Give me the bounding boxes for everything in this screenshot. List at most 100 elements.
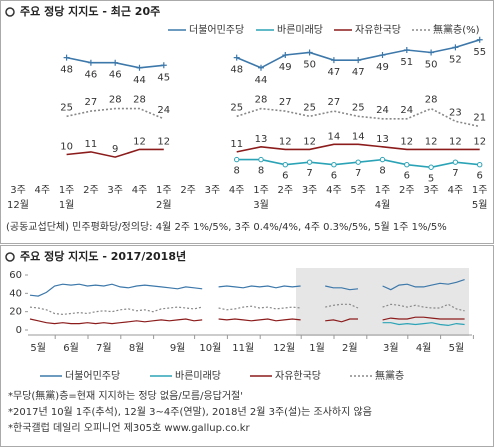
marker <box>258 64 264 71</box>
value-label: 49 <box>279 62 292 73</box>
value-label: 7 <box>355 168 361 179</box>
value-label: 46 <box>85 70 98 81</box>
series-line <box>382 322 465 327</box>
marker <box>476 36 483 43</box>
value-label: 11 <box>85 139 98 150</box>
x-tick-label: 11월 <box>232 342 254 354</box>
value-label: 6 <box>404 171 410 182</box>
legend-label: 자유한국당 <box>355 24 401 36</box>
marker <box>282 162 288 168</box>
marker <box>355 57 362 64</box>
chart-title: 주요 정당 지지도 - 2017/2018년 <box>20 249 186 263</box>
value-label: 7 <box>306 168 312 179</box>
value-label: 47 <box>352 67 365 78</box>
value-label: 12 <box>157 136 170 147</box>
value-label: 7 <box>452 168 458 179</box>
x-tick-label: 9월 <box>170 342 186 354</box>
month-label: 1월 <box>59 199 75 211</box>
legend-label: 無黨층 <box>375 369 404 382</box>
recent-shade <box>296 268 469 336</box>
value-label: 24 <box>376 105 389 116</box>
y-tick-label: 40 <box>9 288 22 299</box>
x-tick-label: 2월 <box>342 342 358 354</box>
x-tick-label: 2주 <box>180 185 196 196</box>
x-tick-label: 3월 <box>383 342 399 354</box>
marker <box>452 44 459 51</box>
value-label: 6 <box>282 171 288 182</box>
value-label: 27 <box>85 97 98 108</box>
marker <box>87 59 94 66</box>
marker <box>379 52 386 59</box>
x-tick-label: 4주 <box>448 185 464 196</box>
value-label: 28 <box>109 95 122 106</box>
marker <box>306 49 313 56</box>
marker <box>63 54 70 61</box>
value-label: 14 <box>352 131 365 142</box>
x-tick-label: 5월 <box>30 342 46 354</box>
value-label: 44 <box>133 75 146 86</box>
footnote: *한국갤럽 데일리 오피니언 제305호 www.gallup.co.kr <box>8 422 251 434</box>
marker <box>112 59 119 66</box>
marker <box>403 46 410 53</box>
value-label: 28 <box>255 95 268 106</box>
x-tick-label: 10월 <box>199 342 221 354</box>
footnote: *무당(無黨)층=현재 지지하는 정당 없음/모름/응답거절' <box>8 389 243 402</box>
x-tick-label: 3주 <box>302 185 318 196</box>
x-tick-label: 4주 <box>326 185 342 196</box>
value-label: 21 <box>473 112 486 123</box>
marker <box>477 162 483 168</box>
value-label: 12 <box>133 136 146 147</box>
x-tick-label: 12월 <box>273 342 295 354</box>
value-label: 25 <box>303 102 316 113</box>
value-label: 50 <box>303 60 316 71</box>
x-tick-label: 3주 <box>423 185 439 196</box>
value-label: 8 <box>234 166 240 177</box>
value-label: 12 <box>400 136 413 147</box>
marker <box>234 156 240 163</box>
value-label: 49 <box>376 62 389 73</box>
month-label: 2월 <box>156 199 172 211</box>
value-label: 46 <box>109 70 122 81</box>
marker <box>355 159 361 165</box>
x-tick-label: 1주 <box>472 185 488 196</box>
value-label: 27 <box>328 97 341 108</box>
x-tick-label: 6월 <box>63 342 79 354</box>
x-tick-label: 3주 <box>10 185 26 196</box>
value-label: 45 <box>157 72 170 83</box>
x-tick-label: 3주 <box>205 185 221 196</box>
value-label: 14 <box>328 131 341 142</box>
x-tick-label: 4주 <box>229 185 245 196</box>
x-tick-label: 2주 <box>278 185 294 196</box>
x-tick-label: 2주 <box>83 185 99 196</box>
value-label: 12 <box>473 136 486 147</box>
x-tick-label: 5주 <box>350 185 366 196</box>
title-icon <box>5 252 15 262</box>
x-tick-label: 1주 <box>156 185 172 196</box>
x-tick-label: 5월 <box>449 342 465 354</box>
marker <box>258 156 264 163</box>
month-label: 4월 <box>375 199 391 211</box>
value-label: 6 <box>477 171 483 182</box>
value-label: 48 <box>230 65 243 76</box>
chart-title: 주요 정당 지지도 - 최근 20주 <box>20 4 160 18</box>
value-label: 5 <box>428 173 434 184</box>
value-label: 24 <box>157 105 170 116</box>
value-label: 28 <box>133 95 146 106</box>
month-label: 5월 <box>472 199 488 211</box>
value-label: 23 <box>449 107 462 118</box>
x-tick-label: 4월 <box>416 342 432 354</box>
value-label: 25 <box>60 102 73 113</box>
marker <box>282 52 289 59</box>
value-label: 12 <box>449 136 462 147</box>
value-label: 12 <box>279 136 292 147</box>
marker <box>306 159 313 165</box>
x-tick-label: 1주 <box>253 185 269 196</box>
legend-label: 더불어민주당 <box>65 370 120 382</box>
value-label: 25 <box>230 102 243 113</box>
series-line <box>29 316 465 325</box>
marker <box>452 159 459 165</box>
x-tick-label: 4주 <box>35 185 51 196</box>
value-label: 47 <box>328 67 341 78</box>
series-line <box>66 143 480 158</box>
